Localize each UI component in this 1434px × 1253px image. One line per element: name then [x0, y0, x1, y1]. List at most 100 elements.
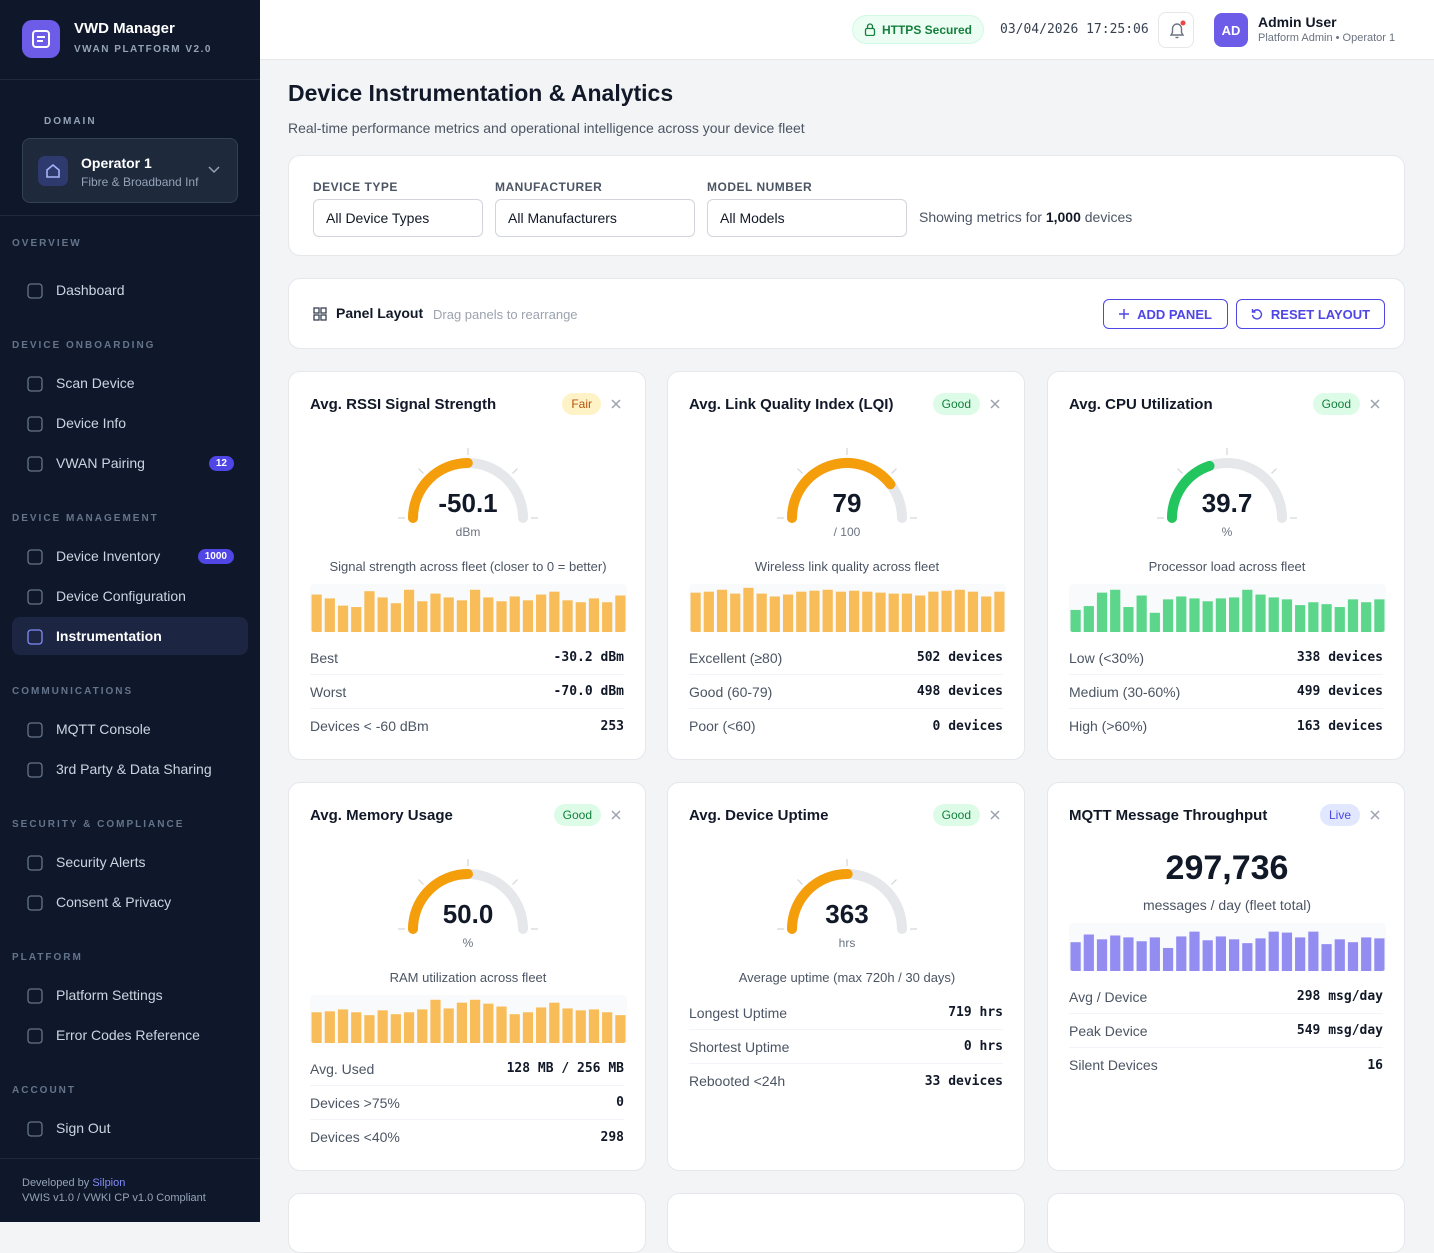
panel-title: MQTT Message Throughput — [1069, 807, 1267, 824]
bar — [889, 594, 899, 632]
user-role: Platform Admin • Operator 1 — [1258, 32, 1395, 44]
bar — [417, 601, 427, 632]
bar — [1295, 605, 1305, 632]
bar — [417, 1009, 427, 1043]
filter-label: MODEL NUMBER — [707, 180, 812, 194]
metric-value: 0 devices — [933, 719, 1003, 734]
metric-value: 498 devices — [917, 684, 1003, 699]
panel[interactable]: Avg. RSSI Signal StrengthFair-50.1dBmSig… — [288, 371, 646, 760]
notifications[interactable] — [1158, 12, 1194, 48]
nav-icon — [27, 283, 43, 299]
metric-label: Medium (30-60%) — [1069, 684, 1180, 700]
nav-label: Device Inventory — [56, 548, 160, 564]
gauge-tick — [513, 880, 518, 885]
panel-caption: Average uptime (max 720h / 30 days) — [668, 970, 1026, 985]
divider — [0, 1158, 260, 1159]
bar — [955, 590, 965, 632]
nav-item[interactable]: Error Codes Reference — [12, 1016, 248, 1054]
button-text: ADD PANEL — [1137, 307, 1212, 322]
panel[interactable]: MQTT Message ThroughputLive297,736messag… — [1047, 782, 1405, 1171]
nav-item[interactable]: Platform Settings — [12, 976, 248, 1014]
nav-label: 3rd Party & Data Sharing — [56, 761, 212, 777]
filter-label: DEVICE TYPE — [313, 180, 398, 194]
footer-developed: Developed by Silpion — [22, 1177, 125, 1189]
nav-item[interactable]: 3rd Party & Data Sharing — [12, 750, 248, 788]
datetime: 03/04/2026 17:25:06 — [1000, 22, 1149, 37]
metric-value: 163 devices — [1297, 719, 1383, 734]
bar — [549, 1003, 559, 1043]
bar — [823, 590, 833, 632]
panel-partial — [1047, 1193, 1405, 1253]
nav-item[interactable]: Scan Device — [12, 364, 248, 402]
section-title: PLATFORM — [12, 952, 83, 963]
metric-row: Shortest Uptime0 hrs — [689, 1030, 1003, 1064]
bar — [783, 595, 793, 632]
nav-item[interactable]: MQTT Console — [12, 710, 248, 748]
filter-select[interactable]: All Manufacturers — [495, 199, 695, 237]
nav-item[interactable]: Security Alerts — [12, 843, 248, 881]
bar — [902, 594, 912, 632]
bar — [1348, 942, 1358, 971]
nav-item[interactable]: Dashboard — [12, 271, 248, 309]
nav-item[interactable]: Device Configuration — [12, 577, 248, 615]
filter-select[interactable]: All Device Types — [313, 199, 483, 237]
lock-icon — [864, 23, 876, 36]
bar — [915, 596, 925, 632]
bar — [1163, 599, 1173, 632]
bar — [1374, 938, 1384, 971]
nav-item[interactable]: VWAN Pairing12 — [12, 444, 248, 482]
nav-icon — [27, 1028, 43, 1044]
bar-chart — [310, 995, 627, 1043]
panel[interactable]: Avg. CPU UtilizationGood39.7%Processor l… — [1047, 371, 1405, 760]
nav-label: Device Configuration — [56, 588, 186, 604]
bar — [338, 606, 348, 632]
bar — [602, 602, 612, 632]
metric-label: Devices >75% — [310, 1095, 400, 1111]
bar — [602, 1012, 612, 1043]
metric-label: Excellent (≥80) — [689, 650, 782, 666]
panel[interactable]: Avg. Link Quality Index (LQI)Good79/ 100… — [667, 371, 1025, 760]
nav-icon — [27, 895, 43, 911]
reset-layout-button[interactable]: RESET LAYOUT — [1236, 299, 1385, 329]
domain-select[interactable]: Operator 1 Fibre & Broadband Inf — [22, 138, 238, 203]
bar — [1216, 598, 1226, 632]
panel[interactable]: Avg. Memory UsageGood50.0%RAM utilizatio… — [288, 782, 646, 1171]
bar — [351, 607, 361, 632]
nav-item[interactable]: Sign Out — [12, 1109, 248, 1147]
footer-link[interactable]: Silpion — [92, 1177, 125, 1189]
close-button[interactable] — [1370, 810, 1380, 820]
panel-caption: RAM utilization across fleet — [289, 970, 647, 985]
bar — [1137, 596, 1147, 632]
panel[interactable]: Avg. Device UptimeGood363hrsAverage upti… — [667, 782, 1025, 1171]
metric-label: Devices <40% — [310, 1129, 400, 1145]
bar — [615, 596, 625, 632]
bar — [1308, 932, 1318, 971]
close-icon — [1371, 811, 1379, 819]
nav-icon — [27, 629, 43, 645]
bar — [1203, 601, 1213, 632]
bar — [994, 592, 1004, 632]
metric-label: Low (<30%) — [1069, 650, 1144, 666]
bar — [378, 1010, 388, 1043]
gauge-tick — [892, 469, 897, 474]
nav-item[interactable]: Device Inventory1000 — [12, 537, 248, 575]
divider — [0, 79, 260, 80]
button-text: RESET LAYOUT — [1271, 307, 1370, 322]
avatar[interactable]: AD — [1214, 13, 1248, 47]
bar-chart — [1069, 923, 1386, 971]
nav-icon — [27, 722, 43, 738]
nav-item[interactable]: Instrumentation — [12, 617, 248, 655]
metric-value: 0 — [616, 1095, 624, 1110]
nav-label: VWAN Pairing — [56, 455, 145, 471]
add-panel-button[interactable]: ADD PANEL — [1103, 299, 1228, 329]
icon-shape — [28, 763, 42, 777]
bar — [1335, 607, 1345, 632]
bar — [1308, 602, 1318, 632]
bar — [1255, 595, 1265, 632]
filter-select[interactable]: All Models — [707, 199, 907, 237]
nav-item[interactable]: Device Info — [12, 404, 248, 442]
bar — [576, 1010, 586, 1043]
nav-item[interactable]: Consent & Privacy — [12, 883, 248, 921]
plus-icon — [1119, 309, 1129, 319]
bar — [536, 595, 546, 632]
